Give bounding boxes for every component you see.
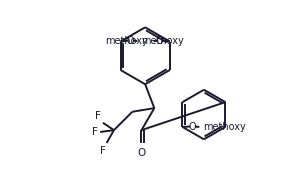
Text: F: F [95,111,101,121]
Text: F: F [92,127,98,137]
Text: F: F [100,146,106,156]
Text: O: O [137,148,145,158]
Text: methoxy: methoxy [142,36,185,46]
Text: O: O [127,36,135,46]
Text: methoxy: methoxy [203,122,246,132]
Text: methoxy: methoxy [106,36,148,46]
Text: O: O [156,36,163,46]
Text: O: O [189,122,196,132]
